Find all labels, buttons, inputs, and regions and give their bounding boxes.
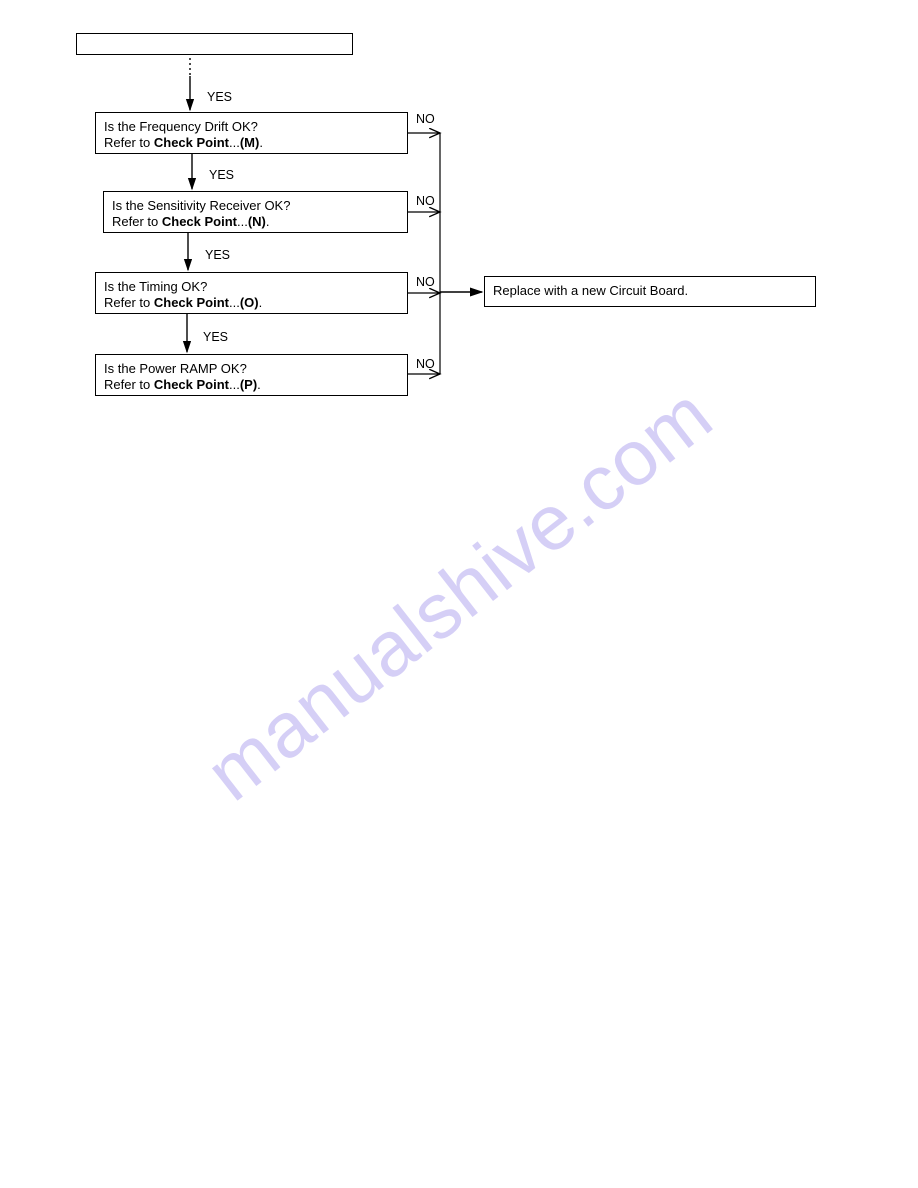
node-p: Is the Power RAMP OK? Refer to Check Poi…	[95, 354, 408, 396]
node-replace: Replace with a new Circuit Board.	[484, 276, 816, 307]
yes-label-1: YES	[207, 90, 232, 104]
node-n-question: Is the Sensitivity Receiver OK?	[112, 198, 399, 214]
node-o: Is the Timing OK? Refer to Check Point..…	[95, 272, 408, 314]
node-o-question: Is the Timing OK?	[104, 279, 399, 295]
node-p-refer: Refer to Check Point...(P).	[104, 377, 399, 393]
node-n: Is the Sensitivity Receiver OK? Refer to…	[103, 191, 408, 233]
watermark: manualshive.com	[189, 369, 729, 819]
node-o-refer: Refer to Check Point...(O).	[104, 295, 399, 311]
yes-label-2: YES	[209, 168, 234, 182]
node-start	[76, 33, 353, 55]
no-label-1: NO	[416, 112, 435, 126]
node-p-question: Is the Power RAMP OK?	[104, 361, 399, 377]
yes-label-4: YES	[203, 330, 228, 344]
node-m: Is the Frequency Drift OK? Refer to Chec…	[95, 112, 408, 154]
flow-arrows	[0, 0, 918, 1188]
node-m-refer: Refer to Check Point...(M).	[104, 135, 399, 151]
no-label-3: NO	[416, 275, 435, 289]
node-n-refer: Refer to Check Point...(N).	[112, 214, 399, 230]
yes-label-3: YES	[205, 248, 230, 262]
no-label-2: NO	[416, 194, 435, 208]
no-label-4: NO	[416, 357, 435, 371]
node-m-question: Is the Frequency Drift OK?	[104, 119, 399, 135]
